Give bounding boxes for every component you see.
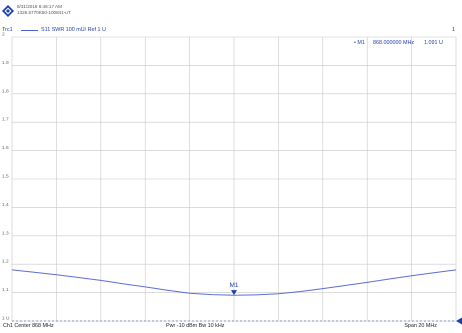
trace-name[interactable]: Trc1 xyxy=(2,27,13,33)
y-tick-label: 1.4 xyxy=(2,202,9,208)
series-layer xyxy=(11,269,457,296)
y-tick-label: 1.2 xyxy=(2,259,9,265)
instrument-id: 1326.5770K50-100841-uT xyxy=(17,9,71,15)
y-tick-label: 1.6 xyxy=(2,145,9,151)
instrument-meta: 8/31/2018 6:46:17 AM 1326.5770K50-100841… xyxy=(17,4,71,15)
span-frequency[interactable]: Span 20 MHz xyxy=(404,323,437,329)
channel-number: 1 xyxy=(452,27,455,33)
marker-readout-label: • M1 xyxy=(354,40,365,46)
y-tick-labels: 2 1.9 1.8 1.7 1.6 1.5 1.4 1.3 1.2 1.1 1 U xyxy=(2,32,10,322)
status-footer: Ch1 Center 868 MHz Pwr -10 dBm Bw 10 kHz… xyxy=(0,322,462,333)
trace-legend-line xyxy=(21,30,38,31)
reference-level xyxy=(12,317,462,325)
timestamp: 8/31/2018 6:46:17 AM xyxy=(17,4,62,9)
header: 8/31/2018 6:46:17 AM 1326.5770K50-100841… xyxy=(0,0,462,36)
reference-level-arrow-icon xyxy=(456,317,462,325)
power-bandwidth[interactable]: Pwr -10 dBm Bw 10 kHz xyxy=(166,323,225,329)
y-tick-label: 1.5 xyxy=(2,174,9,180)
y-tick-label: 1 U xyxy=(2,316,10,322)
y-tick-label: 1.3 xyxy=(2,230,9,236)
y-tick-label: 1.1 xyxy=(2,287,9,293)
y-tick-label: 1.7 xyxy=(2,117,9,123)
y-tick-label: 2 xyxy=(2,32,5,38)
marker-readout-value: 1.091 U xyxy=(424,40,443,46)
marker-m1-triangle-icon xyxy=(231,290,237,296)
y-tick-label: 1.9 xyxy=(2,60,9,66)
trace-info-row: Trc1 S11 SWR 100 mU/ Ref 1 U 1 xyxy=(0,27,462,35)
y-tick-label: 1.8 xyxy=(2,88,9,94)
trace-description[interactable]: S11 SWR 100 mU/ Ref 1 U xyxy=(41,27,106,33)
marker-m1-label: M1 xyxy=(229,282,238,289)
rohde-schwarz-logo-icon xyxy=(2,5,14,17)
center-frequency[interactable]: Ch1 Center 868 MHz xyxy=(3,323,54,329)
grid xyxy=(11,36,457,322)
marker-layer[interactable]: M1 xyxy=(229,282,239,296)
marker-readout-frequency: 868.000000 MHz xyxy=(373,40,414,46)
swr-trace-line xyxy=(11,269,457,296)
